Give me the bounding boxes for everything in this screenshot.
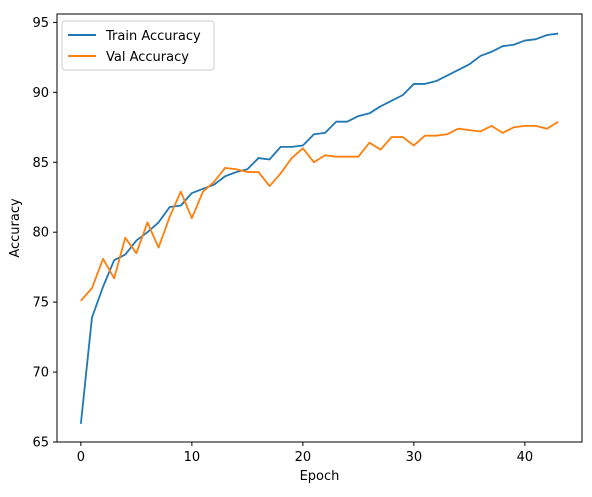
legend-box bbox=[61, 20, 215, 71]
series-line-train-accuracy bbox=[79, 32, 559, 424]
x-tick-label: 0 bbox=[77, 450, 85, 465]
x-tick-label: 20 bbox=[295, 450, 312, 465]
x-axis-label: Epoch bbox=[300, 469, 340, 484]
x-tick-label: 10 bbox=[184, 450, 201, 465]
y-tick-label: 85 bbox=[32, 156, 49, 171]
y-tick-label: 95 bbox=[32, 16, 49, 31]
x-tick-label: 30 bbox=[406, 450, 423, 465]
legend-label-train: Train Accuracy bbox=[105, 29, 201, 44]
x-tick-label: 40 bbox=[517, 450, 534, 465]
x-axis-ticks: 0 10 20 30 40 bbox=[77, 442, 533, 465]
plot-lines bbox=[79, 32, 559, 424]
y-axis-ticks: 65 70 75 80 85 90 95 bbox=[32, 16, 57, 451]
y-tick-label: 90 bbox=[32, 86, 49, 101]
y-axis-label: Accuracy bbox=[8, 198, 23, 258]
legend: Train Accuracy Val Accuracy bbox=[61, 20, 215, 71]
series-line-val-accuracy bbox=[80, 120, 559, 302]
y-tick-label: 65 bbox=[32, 436, 49, 451]
legend-label-val: Val Accuracy bbox=[106, 50, 189, 65]
plot-frame bbox=[56, 13, 583, 443]
y-tick-label: 70 bbox=[32, 366, 49, 381]
y-tick-label: 75 bbox=[32, 296, 49, 311]
y-tick-label: 80 bbox=[32, 226, 49, 241]
